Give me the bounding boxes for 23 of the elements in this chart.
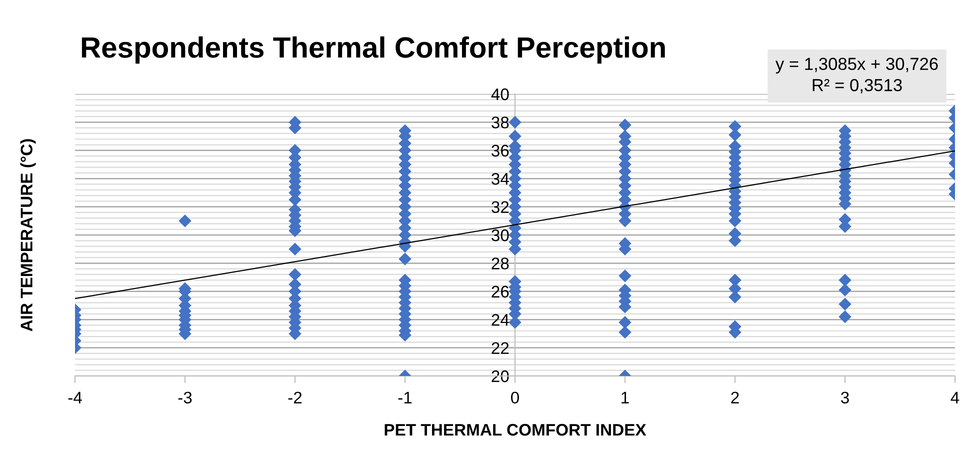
y-tick-label: 30 [492, 229, 509, 242]
x-tick-label: 2 [731, 392, 739, 404]
y-tick-label: 40 [491, 88, 509, 100]
y-axis-title: AIR TEMPERATURE (°C) [20, 139, 36, 332]
y-tick-label: 28 [492, 258, 509, 270]
y-tick-label: 38 [492, 116, 509, 128]
x-tick-label: 0 [511, 392, 519, 404]
x-tick-label: -2 [288, 392, 302, 404]
x-tick-label: 1 [622, 392, 629, 404]
y-tick-label: 24 [492, 314, 509, 326]
x-tick-label: -1 [398, 392, 412, 404]
y-tick-label: 32 [492, 201, 509, 214]
y-tick-label: 26 [492, 286, 509, 298]
x-tick-label: -3 [178, 392, 192, 404]
y-tick-label: 36 [492, 144, 509, 157]
x-tick-label: -4 [68, 392, 82, 404]
chart-title: Respondents Thermal Comfort Perception [82, 36, 665, 64]
y-tick-label: 22 [492, 342, 509, 354]
y-tick-label: 34 [492, 173, 509, 185]
text: y = 1,3085x + 30,726 R² = 0,3513 [775, 58, 938, 94]
x-axis-title: PET THERMAL COMFORT INDEX [384, 424, 646, 436]
x-tick-label: 3 [841, 392, 849, 404]
x-tick-label: 4 [950, 392, 960, 404]
